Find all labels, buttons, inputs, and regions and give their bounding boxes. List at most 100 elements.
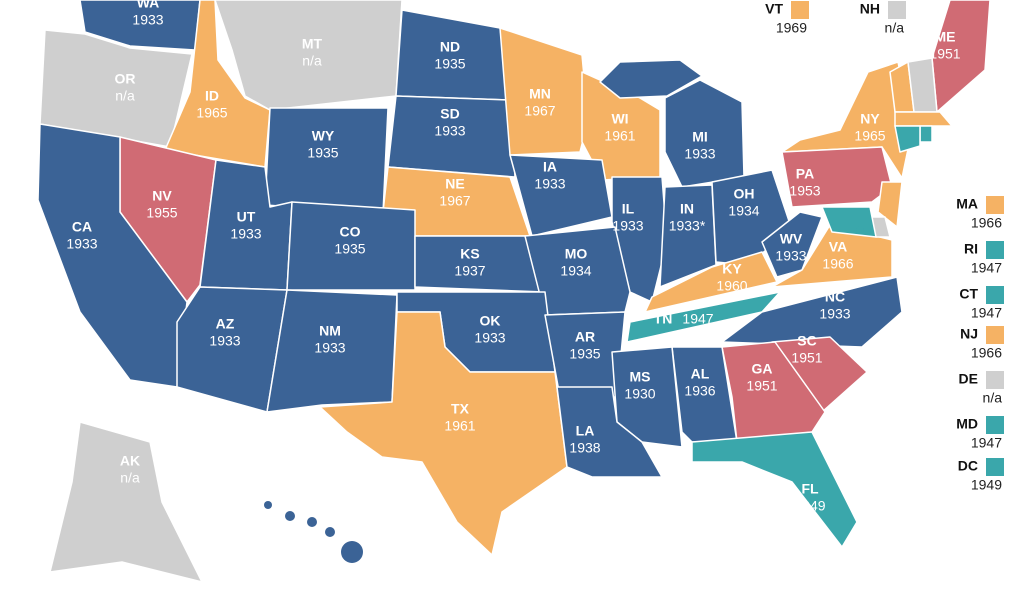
callout-year: 1966 xyxy=(971,215,1002,231)
state-year: 1965 xyxy=(196,105,227,121)
callout-abbr: NH xyxy=(860,1,880,17)
state-abbr: MT xyxy=(302,36,323,52)
callout-abbr: VT xyxy=(765,1,783,17)
callout-year: 1947 xyxy=(971,260,1002,276)
state-abbr: SC xyxy=(797,333,816,349)
state-shape xyxy=(919,125,933,143)
state-abbr: NY xyxy=(860,111,880,127)
state-abbr: CO xyxy=(340,224,361,240)
state-abbr: MS xyxy=(630,369,651,385)
callout-abbr: DC xyxy=(958,458,978,474)
state-shape xyxy=(79,0,201,51)
state-shape xyxy=(264,501,272,509)
state-shape xyxy=(659,184,717,288)
state-year: 1933* xyxy=(669,218,706,234)
state-year: 1935 xyxy=(307,145,338,161)
callout-abbr: CT xyxy=(959,286,978,302)
state-year: 1953 xyxy=(789,183,820,199)
state-year: 1947 xyxy=(682,311,713,327)
state-year: 1930 xyxy=(624,386,655,402)
state-shape xyxy=(285,511,295,521)
callout-swatch xyxy=(986,326,1004,344)
callout-year: n/a xyxy=(885,20,905,36)
state-shape xyxy=(387,95,516,178)
state-shape xyxy=(556,386,663,478)
state-year: 1933 xyxy=(132,12,163,28)
state-year: n/a xyxy=(120,470,140,486)
state-shape xyxy=(341,541,363,563)
state-shape xyxy=(771,224,893,288)
state-shape xyxy=(877,181,903,228)
state-abbr: NE xyxy=(445,176,464,192)
state-year: 1967 xyxy=(524,103,555,119)
state-abbr: TX xyxy=(451,401,470,417)
states xyxy=(37,0,991,583)
callout-swatch xyxy=(986,196,1004,214)
state-abbr: AR xyxy=(575,329,595,345)
state-abbr: NV xyxy=(152,188,172,204)
state-abbr: OH xyxy=(734,186,755,202)
state-year: 1951 xyxy=(791,350,822,366)
state-year: 1935 xyxy=(569,346,600,362)
state-shape xyxy=(894,111,953,127)
callout-swatch xyxy=(986,416,1004,434)
state-abbr: KY xyxy=(722,261,742,277)
state-year: 1961 xyxy=(604,128,635,144)
state-year: 1933 xyxy=(534,176,565,192)
callout-abbr: NJ xyxy=(960,326,978,342)
state-year: 1965 xyxy=(854,128,885,144)
state-year: 1961 xyxy=(444,418,475,434)
state-year: 1935 xyxy=(434,56,465,72)
state-year: 1933 xyxy=(819,306,850,322)
state-abbr: TN xyxy=(654,311,673,327)
state-year: 1936 xyxy=(684,383,715,399)
state-year: 1951 xyxy=(746,378,777,394)
state-shape xyxy=(325,527,335,537)
state-shape xyxy=(266,289,398,413)
state-year: 1933 xyxy=(684,146,715,162)
state-abbr: MO xyxy=(565,246,588,262)
state-year: 1933 xyxy=(314,340,345,356)
state-abbr: GA xyxy=(752,361,773,377)
state-year: 1937 xyxy=(454,263,485,279)
state-year: 1949 xyxy=(794,498,825,514)
callout-swatch xyxy=(986,371,1004,389)
state-shape xyxy=(894,125,921,153)
state-shape xyxy=(856,226,864,234)
state-abbr: MI xyxy=(692,129,708,145)
callout-swatch xyxy=(986,286,1004,304)
state-year: 1933 xyxy=(209,333,240,349)
callout-abbr: MD xyxy=(956,416,978,432)
callout-year: 1947 xyxy=(971,435,1002,451)
callout-swatch xyxy=(888,1,906,19)
state-year: 1933 xyxy=(775,248,806,264)
state-shape xyxy=(599,59,703,99)
state-year: 1933 xyxy=(474,330,505,346)
state-abbr: KS xyxy=(460,246,479,262)
state-year: 1951 xyxy=(929,46,960,62)
callout-abbr: DE xyxy=(959,371,978,387)
state-abbr: IN xyxy=(680,201,694,217)
callout-year: 1949 xyxy=(971,477,1002,493)
callout-swatch xyxy=(791,1,809,19)
state-shape xyxy=(611,346,683,448)
state-abbr: AL xyxy=(691,366,710,382)
state-shape xyxy=(286,201,416,291)
callout-swatch xyxy=(986,241,1004,259)
state-abbr: MN xyxy=(529,86,551,102)
state-year: 1934 xyxy=(728,203,759,219)
state-shape xyxy=(761,211,823,278)
state-abbr: OR xyxy=(115,71,136,87)
state-abbr: VA xyxy=(829,239,847,255)
state-abbr: PA xyxy=(796,166,814,182)
state-abbr: OK xyxy=(480,313,501,329)
state-shape xyxy=(49,421,203,583)
state-year: n/a xyxy=(115,88,135,104)
callout-year: 1947 xyxy=(971,305,1002,321)
state-abbr: WI xyxy=(611,111,628,127)
state-abbr: AK xyxy=(120,453,140,469)
callout-year: 1966 xyxy=(971,345,1002,361)
state-abbr: ID xyxy=(205,88,219,104)
state-abbr: IL xyxy=(622,201,635,217)
